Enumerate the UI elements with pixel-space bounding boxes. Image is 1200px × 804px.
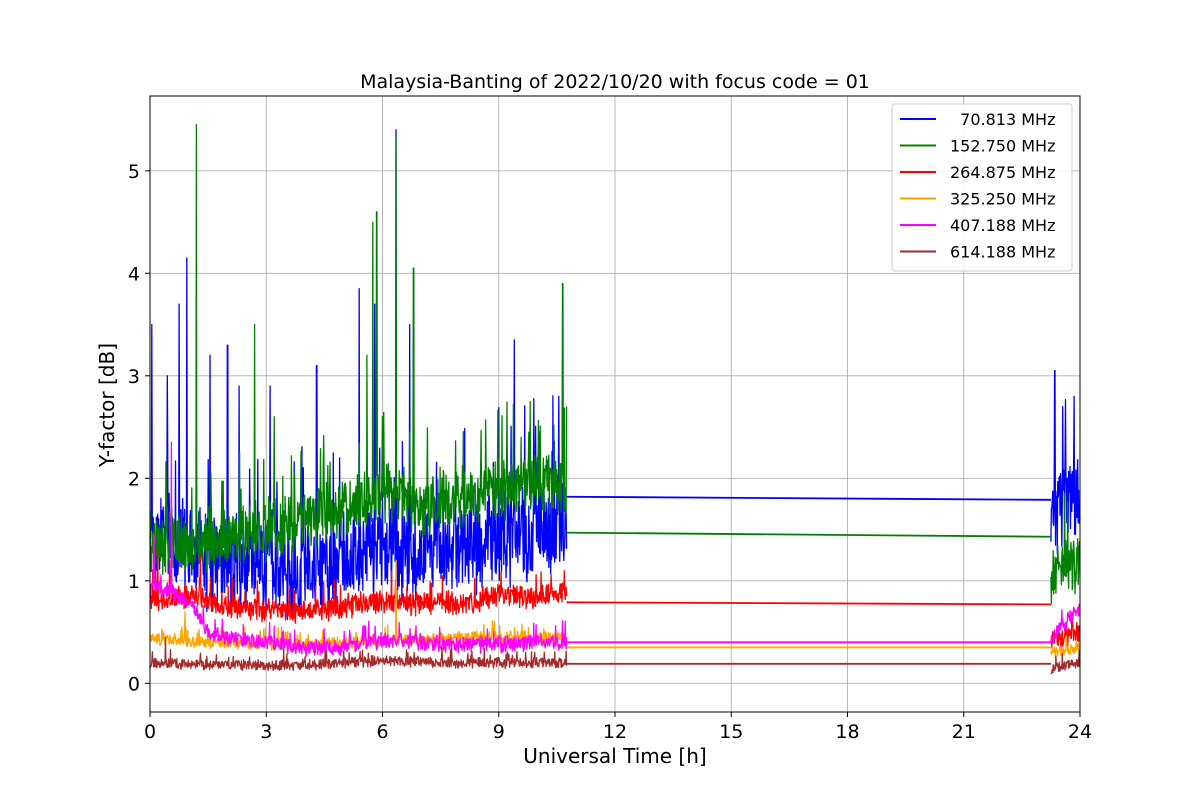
series-line — [149, 441, 568, 658]
series-line — [1050, 493, 1081, 605]
series-flat-segment — [566, 531, 1051, 538]
legend: 70.813 MHz 152.750 MHz 264.875 MHz 325.250 … — [891, 103, 1073, 272]
y-tick-label: 2 — [128, 468, 140, 490]
series-flat-segment — [566, 601, 1051, 606]
series-3 — [149, 559, 1081, 659]
y-tick-label: 0 — [128, 673, 140, 695]
legend-label: 325.250 MHz — [950, 190, 1055, 209]
series-0 — [149, 129, 1081, 621]
series-line — [149, 124, 568, 575]
chart-title: Malaysia-Banting of 2022/10/20 with focu… — [360, 71, 870, 93]
legend-label: 264.875 MHz — [950, 163, 1055, 182]
y-tick-label: 3 — [128, 366, 140, 388]
x-tick-label: 6 — [376, 721, 388, 743]
series-line — [1050, 649, 1081, 675]
x-axis-label: Universal Time [h] — [523, 744, 706, 768]
x-tick-label: 18 — [835, 721, 859, 743]
x-tick-label: 15 — [719, 721, 743, 743]
x-tick-label: 9 — [493, 721, 505, 743]
series-line — [149, 636, 568, 672]
legend-label: 407.188 MHz — [950, 216, 1055, 235]
series-4 — [149, 441, 1081, 658]
series-layer — [149, 124, 1081, 675]
y-tick-label: 1 — [128, 571, 140, 593]
series-line — [149, 549, 568, 624]
y-axis-label: Y-factor [dB] — [95, 343, 119, 468]
y-tick-label: 5 — [128, 161, 140, 183]
series-line — [1050, 370, 1081, 555]
series-flat-segment — [566, 495, 1051, 501]
x-tick-label: 12 — [603, 721, 627, 743]
x-tick-label: 0 — [144, 721, 156, 743]
series-line — [149, 129, 568, 621]
x-tick-label: 3 — [260, 721, 272, 743]
series-1 — [149, 124, 1081, 605]
legend-label: 614.188 MHz — [950, 243, 1055, 262]
legend-label: 70.813 MHz — [950, 110, 1055, 129]
series-line — [1050, 603, 1081, 644]
series-5 — [149, 636, 1081, 675]
y-tick-label: 4 — [128, 263, 140, 285]
series-line — [1050, 635, 1081, 659]
x-tick-label: 24 — [1068, 721, 1092, 743]
legend-box — [891, 103, 1073, 272]
x-tick-label: 21 — [952, 721, 976, 743]
series-line — [149, 559, 567, 652]
legend-label: 152.750 MHz — [950, 137, 1055, 156]
